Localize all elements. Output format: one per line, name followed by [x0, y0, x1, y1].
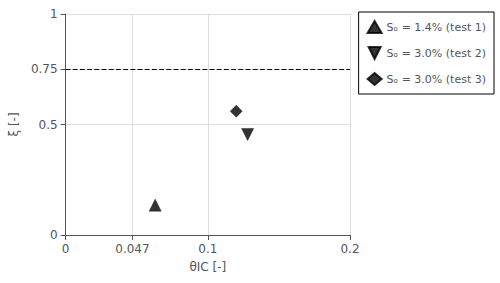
svg-text:0.5: 0.5	[39, 118, 58, 132]
svg-text:0.75: 0.75	[31, 62, 58, 76]
svg-text:0.1: 0.1	[198, 242, 217, 256]
svg-text:Sₒ = 1.4% (test 1): Sₒ = 1.4% (test 1)	[387, 21, 486, 34]
svg-text:Sₒ = 3.0% (test 3): Sₒ = 3.0% (test 3)	[387, 73, 486, 86]
svg-text:ξ [-]: ξ [-]	[7, 112, 21, 136]
svg-text:0: 0	[62, 242, 70, 256]
svg-text:θIC [-]: θIC [-]	[189, 260, 226, 274]
svg-text:Sₒ = 3.0% (test 2): Sₒ = 3.0% (test 2)	[387, 47, 486, 60]
svg-text:0.047: 0.047	[115, 242, 149, 256]
svg-text:0.2: 0.2	[340, 242, 359, 256]
svg-text:1: 1	[50, 7, 58, 21]
svg-text:0: 0	[50, 228, 58, 242]
